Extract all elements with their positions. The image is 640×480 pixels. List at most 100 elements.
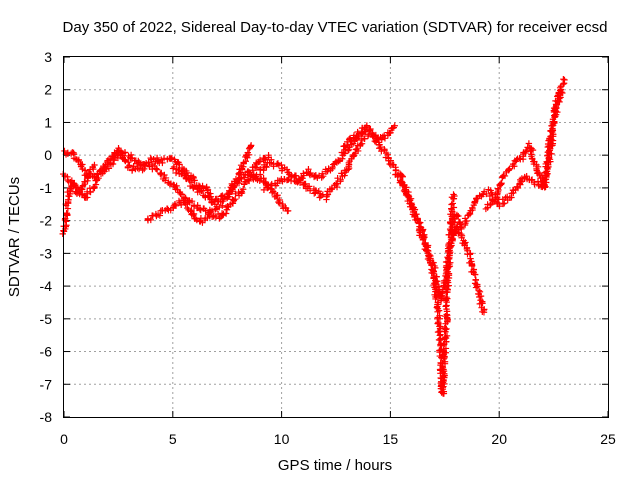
data-point <box>525 140 533 147</box>
data-point <box>175 166 182 174</box>
data-point <box>212 206 219 213</box>
data-point <box>145 159 152 166</box>
data-point <box>357 141 364 148</box>
data-point <box>312 187 320 194</box>
data-point <box>442 272 449 280</box>
data-point <box>366 127 374 134</box>
data-point <box>109 160 117 168</box>
data-point <box>466 210 474 218</box>
data-point <box>316 194 323 201</box>
data-point <box>244 149 251 156</box>
x-tick-labels: 0 5 10 15 20 25 <box>60 431 616 447</box>
data-point <box>497 181 505 188</box>
data-point <box>549 118 557 125</box>
data-point <box>115 146 123 154</box>
grid-lines <box>64 57 608 417</box>
data-point <box>68 183 76 190</box>
series-arc-11 <box>482 88 566 213</box>
data-point <box>61 147 68 155</box>
data-point <box>178 201 185 209</box>
data-point <box>275 198 282 206</box>
data-point <box>231 182 238 190</box>
y-tick-label: 3 <box>44 49 52 65</box>
data-point <box>244 168 252 175</box>
data-point <box>442 345 450 352</box>
data-point <box>105 165 113 172</box>
data-point <box>444 258 451 265</box>
data-point <box>441 380 448 388</box>
data-point <box>444 295 451 302</box>
data-point <box>543 170 550 177</box>
data-point <box>558 88 565 96</box>
data-point <box>434 308 441 316</box>
data-point <box>407 195 415 202</box>
data-point <box>416 229 424 236</box>
data-point <box>533 165 540 173</box>
data-point <box>216 203 223 211</box>
data-point <box>256 177 263 184</box>
data-point <box>419 236 427 244</box>
data-point <box>153 166 161 173</box>
data-point <box>270 163 277 170</box>
data-point <box>378 136 385 143</box>
data-point <box>147 154 154 162</box>
data-point <box>442 326 449 333</box>
data-point <box>219 211 226 219</box>
data-point <box>238 175 245 183</box>
data-point <box>412 211 419 218</box>
data-point <box>205 209 213 216</box>
data-point <box>64 173 71 181</box>
data-point <box>188 197 196 205</box>
data-point <box>198 187 205 194</box>
data-point <box>84 173 92 180</box>
data-point <box>399 173 406 180</box>
data-point <box>495 186 502 194</box>
data-point <box>461 215 469 222</box>
data-point <box>249 167 256 174</box>
data-point <box>474 283 481 290</box>
data-point <box>344 141 352 149</box>
series-arc-4 <box>144 171 292 224</box>
data-point <box>190 184 197 192</box>
data-point <box>152 165 160 172</box>
data-point <box>249 174 257 181</box>
data-point <box>305 165 312 173</box>
data-point <box>486 201 494 209</box>
data-point <box>306 187 314 194</box>
data-point <box>93 174 100 182</box>
data-point <box>339 155 346 162</box>
y-tick-label: -8 <box>40 409 53 425</box>
data-point <box>535 170 543 178</box>
data-point <box>468 262 476 269</box>
data-point <box>265 151 272 159</box>
data-point <box>483 190 490 198</box>
data-point <box>230 197 238 204</box>
data-point <box>433 273 440 280</box>
data-point <box>439 288 447 295</box>
data-point <box>505 166 513 174</box>
data-point <box>169 165 177 172</box>
data-point <box>415 220 423 227</box>
data-point <box>260 167 267 174</box>
data-point <box>278 161 285 169</box>
data-point <box>447 243 454 251</box>
y-tick-label: -6 <box>40 344 53 360</box>
data-point <box>556 95 563 102</box>
data-point <box>398 178 405 185</box>
y-tick-label: -5 <box>40 311 53 327</box>
data-point <box>190 210 198 218</box>
y-tick-label: -1 <box>40 180 53 196</box>
data-point <box>127 151 135 159</box>
data-point <box>86 188 94 195</box>
data-point <box>264 183 271 191</box>
x-axis-label: GPS time / hours <box>278 457 392 474</box>
y-tick-label: 2 <box>44 82 52 98</box>
data-point <box>450 191 457 198</box>
data-point <box>156 212 164 219</box>
data-point <box>455 230 462 237</box>
data-point <box>545 143 553 151</box>
data-point <box>284 207 292 215</box>
data-point <box>173 182 180 190</box>
data-point <box>389 161 396 168</box>
